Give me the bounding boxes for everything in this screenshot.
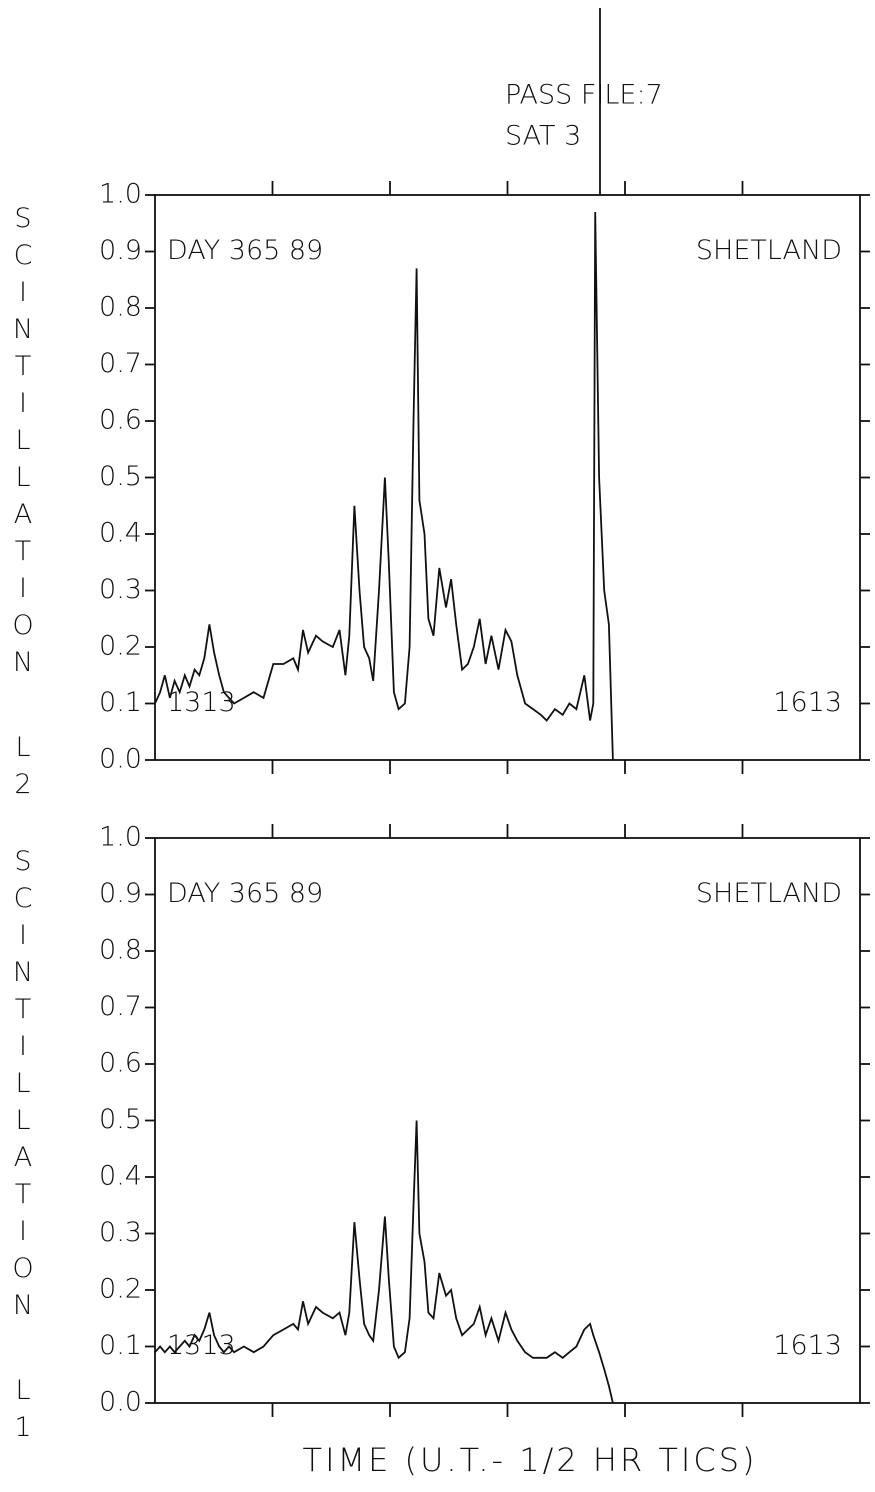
y-tick-label: 1.0 [99, 822, 142, 853]
y-tick-label: 0.6 [99, 405, 142, 436]
y-tick-label: 0.8 [99, 935, 142, 966]
y-tick-label: 0.3 [99, 1217, 142, 1248]
y-tick-label: 0.4 [99, 518, 142, 549]
annotation: SHETLAND [696, 235, 842, 266]
annotation: DAY 365 89 [167, 878, 323, 909]
y-tick-label: 0.1 [99, 687, 142, 718]
data-line [154, 211, 614, 761]
y-axis-label: SCINTILLATION [8, 203, 39, 684]
y-tick-label: 0.3 [99, 574, 142, 605]
y-axis-label: L2 [8, 732, 39, 806]
header-line: SAT 3 [505, 121, 581, 152]
y-tick-label: 0.9 [99, 235, 142, 266]
y-tick-label: 0.6 [99, 1048, 142, 1079]
annotation: DAY 365 89 [167, 235, 323, 266]
y-tick-label: 0.9 [99, 878, 142, 909]
y-tick-label: 0.5 [99, 461, 142, 492]
y-tick-label: 0.0 [99, 744, 142, 775]
annotation: SHETLAND [696, 878, 842, 909]
x-axis-label: TIME (U.T.- 1/2 HR TICS) [303, 1441, 758, 1479]
y-tick-label: 0.0 [99, 1387, 142, 1418]
data-line [154, 1120, 614, 1404]
y-tick-label: 0.7 [99, 348, 142, 379]
y-axis-label: SCINTILLATION [8, 846, 39, 1327]
y-tick-label: 0.5 [99, 1104, 142, 1135]
header-line: PASS FILE:7 [505, 80, 663, 111]
annotation: 1613 [773, 687, 842, 718]
y-tick-label: 1.0 [99, 179, 142, 210]
y-tick-label: 0.4 [99, 1161, 142, 1192]
y-tick-label: 0.8 [99, 292, 142, 323]
y-tick-label: 0.1 [99, 1330, 142, 1361]
y-axis-label: L1 [8, 1375, 39, 1449]
plot-frame [154, 194, 861, 761]
y-tick-label: 0.7 [99, 991, 142, 1022]
annotation: 1613 [773, 1330, 842, 1361]
y-tick-label: 0.2 [99, 631, 142, 662]
annotation: 1313 [167, 687, 236, 718]
y-tick-label: 0.2 [99, 1274, 142, 1305]
